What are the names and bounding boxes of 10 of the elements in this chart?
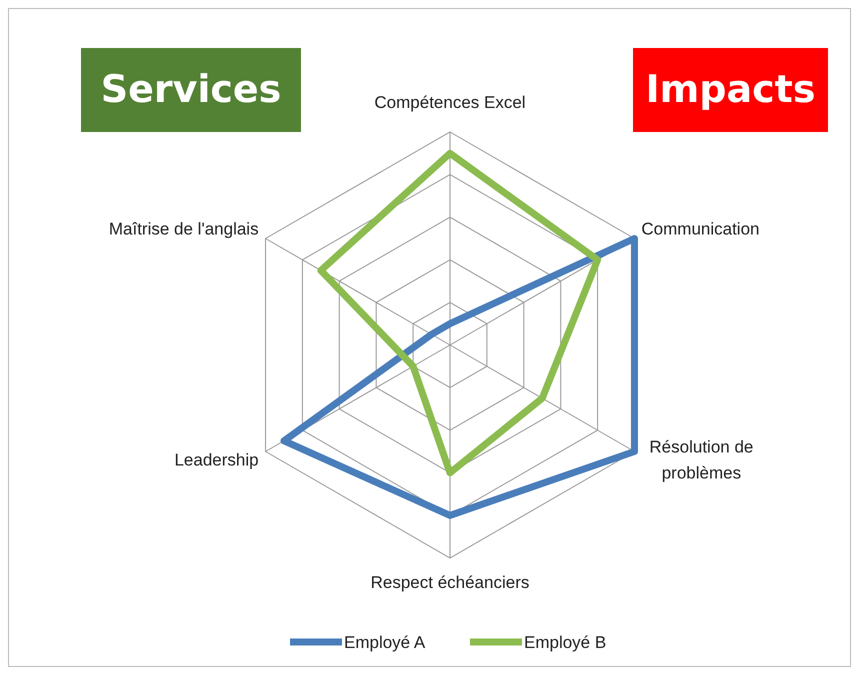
legend-label: Employé B	[524, 633, 606, 652]
spoke-label: Maîtrise de l'anglais	[108, 220, 259, 238]
spoke-label: Respect échéanciers	[370, 573, 530, 592]
legend-label: Employé A	[344, 633, 426, 652]
text: Services	[100, 67, 282, 111]
text: Impacts	[646, 67, 816, 111]
spoke-label: Résolution de problèmes	[649, 438, 754, 482]
spoke-label: Compétences Excel	[374, 93, 526, 112]
spoke-label: Leadership	[174, 450, 259, 470]
spoke-label: Communication	[641, 220, 760, 238]
